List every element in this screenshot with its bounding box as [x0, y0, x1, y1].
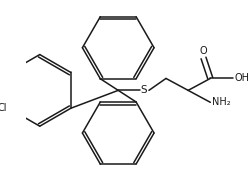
Text: NH₂: NH₂ [212, 97, 231, 107]
Text: S: S [140, 85, 147, 95]
Text: Cl: Cl [0, 103, 7, 113]
Text: OH: OH [234, 73, 249, 83]
Text: O: O [200, 46, 207, 56]
